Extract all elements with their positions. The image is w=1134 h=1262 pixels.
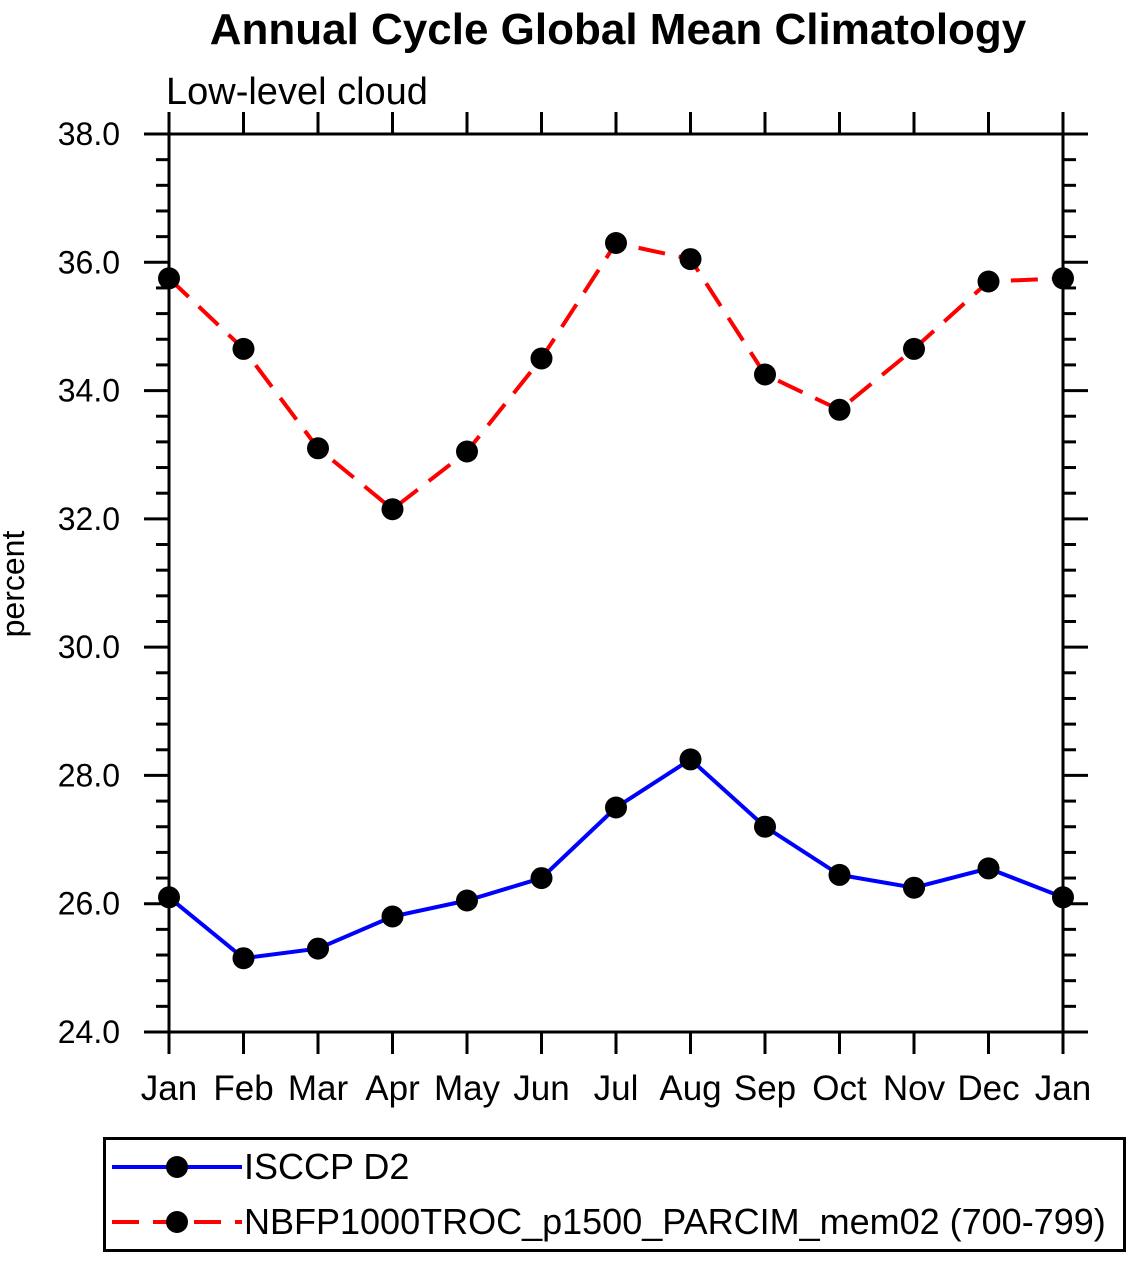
x-tick-label: Mar bbox=[288, 1069, 349, 1108]
data-point bbox=[754, 363, 776, 386]
x-tick-label: Feb bbox=[213, 1069, 273, 1108]
y-tick-label: 38.0 bbox=[58, 116, 120, 152]
data-point bbox=[232, 947, 255, 970]
series-line-0 bbox=[167, 756, 1064, 961]
data-point bbox=[828, 398, 851, 421]
series-line-1 bbox=[167, 240, 1064, 512]
y-axis-label: percent bbox=[0, 531, 31, 638]
data-point bbox=[307, 937, 329, 960]
legend-sample-marker bbox=[166, 1210, 188, 1233]
x-tick-label: Jan bbox=[1035, 1069, 1091, 1108]
data-point bbox=[605, 232, 627, 254]
data-point bbox=[456, 440, 478, 463]
legend-label: NBFP1000TROC_p1500_PARCIM_mem02 (700-799… bbox=[244, 1200, 1106, 1242]
data-point bbox=[158, 267, 180, 290]
legend: ISCCP D2 NBFP1000TROC_p1500_PARCIM_mem02… bbox=[103, 1137, 1126, 1252]
data-point bbox=[828, 863, 851, 886]
x-tick-label: May bbox=[434, 1069, 501, 1108]
legend-line-sample-dashed bbox=[112, 1210, 242, 1233]
y-tick-label: 26.0 bbox=[58, 886, 120, 922]
data-point bbox=[530, 347, 553, 370]
chart-subtitle: Low-level cloud bbox=[166, 71, 428, 113]
y-tick-label: 36.0 bbox=[58, 244, 120, 280]
data-point bbox=[679, 248, 702, 271]
x-tick-label: Sep bbox=[734, 1069, 796, 1108]
data-point bbox=[903, 876, 925, 899]
data-point bbox=[232, 337, 255, 360]
data-point bbox=[977, 857, 1000, 880]
chart-title: Annual Cycle Global Mean Climatology bbox=[210, 5, 1027, 54]
x-tick-label: Aug bbox=[659, 1069, 721, 1108]
x-tick-label: Jan bbox=[141, 1069, 197, 1108]
y-tick-label: 28.0 bbox=[58, 757, 120, 793]
series-layer bbox=[158, 232, 1074, 970]
x-tick-label: Jun bbox=[513, 1069, 569, 1108]
data-point bbox=[158, 886, 180, 909]
data-point bbox=[1052, 886, 1074, 909]
x-tick-label: Dec bbox=[957, 1069, 1019, 1108]
y-tick-labels: 24.0 26.0 28.0 30.0 32.0 34.0 36.0 38.0 bbox=[58, 116, 120, 1050]
data-point bbox=[381, 905, 404, 928]
data-point bbox=[679, 748, 702, 771]
legend-item-model: NBFP1000TROC_p1500_PARCIM_mem02 (700-799… bbox=[106, 1195, 1123, 1249]
axis-ticks bbox=[144, 112, 1088, 1054]
data-point bbox=[381, 498, 404, 521]
data-point bbox=[1052, 267, 1074, 290]
data-point bbox=[307, 437, 329, 460]
y-tick-label: 30.0 bbox=[58, 629, 120, 665]
data-point bbox=[903, 337, 925, 360]
legend-label: ISCCP D2 bbox=[244, 1146, 410, 1188]
data-point bbox=[530, 867, 553, 890]
data-point bbox=[977, 270, 1000, 293]
x-tick-label: Jul bbox=[594, 1069, 639, 1108]
plot-frame bbox=[167, 132, 1065, 1034]
x-tick-label: Oct bbox=[812, 1069, 867, 1108]
data-point bbox=[456, 889, 478, 912]
data-point bbox=[605, 796, 627, 819]
data-point bbox=[754, 815, 776, 838]
legend-item-isccp: ISCCP D2 bbox=[106, 1140, 1123, 1194]
x-tick-labels: Jan Feb Mar Apr May Jun Jul Aug Sep Oct Nov Dec Jan bbox=[141, 1069, 1091, 1108]
legend-line-sample-solid bbox=[112, 1156, 242, 1179]
y-tick-label: 32.0 bbox=[58, 501, 120, 537]
y-tick-label: 24.0 bbox=[58, 1014, 120, 1050]
x-tick-label: Apr bbox=[365, 1069, 420, 1108]
y-tick-label: 34.0 bbox=[58, 373, 120, 409]
x-tick-label: Nov bbox=[883, 1069, 946, 1108]
legend-sample-marker bbox=[166, 1156, 188, 1179]
